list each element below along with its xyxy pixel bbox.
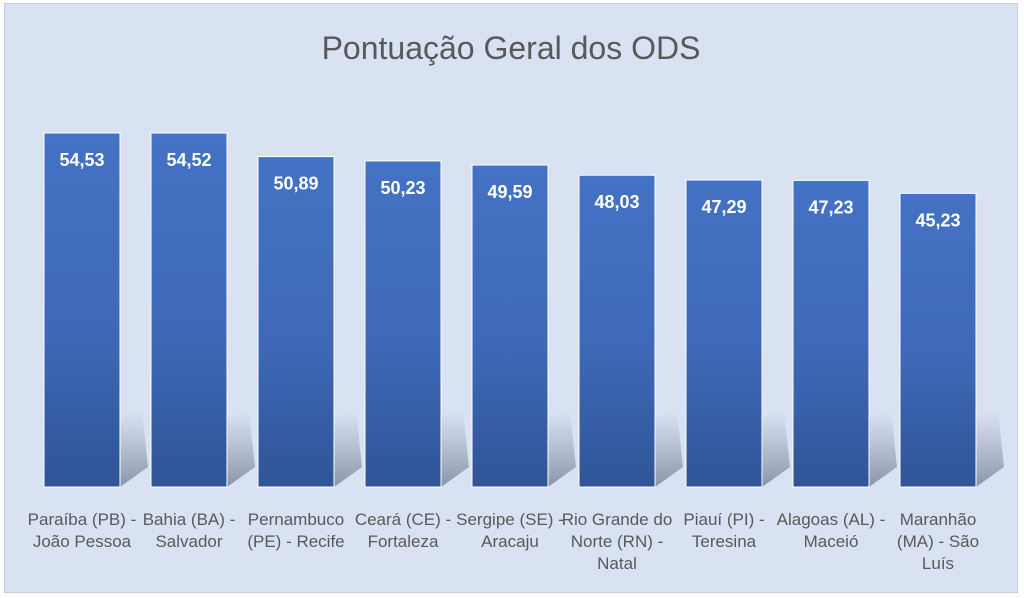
x-tick-label: Bahia (BA) - Salvador bbox=[142, 510, 236, 551]
bar-shadow bbox=[548, 411, 576, 487]
bar bbox=[257, 156, 335, 488]
bar-shadow bbox=[869, 411, 897, 487]
data-label: 50,89 bbox=[273, 174, 318, 194]
bar bbox=[43, 132, 121, 488]
bar bbox=[150, 132, 228, 488]
bar bbox=[471, 164, 549, 488]
plot-area: 54,53 54,52 50,89 50,23 49,59 48,03 47,29 47,23… bbox=[43, 132, 1004, 488]
data-label: 45,23 bbox=[915, 210, 960, 230]
bar-shadow bbox=[655, 411, 683, 487]
bar-shadow bbox=[227, 411, 255, 487]
bar bbox=[899, 192, 977, 488]
x-tick-label: Paraíba (PB) - João Pessoa bbox=[27, 510, 137, 551]
bar-shadow bbox=[120, 411, 148, 487]
x-tick-label: Rio Grande do Norte (RN) - Natal bbox=[561, 510, 673, 573]
x-tick-label: Maranhão (MA) - São Luís bbox=[896, 510, 980, 573]
data-label: 49,59 bbox=[487, 182, 532, 202]
chart-area: Pontuação Geral dos ODS 54,53 54,52 50,89 5… bbox=[4, 3, 1018, 593]
bar bbox=[578, 174, 656, 488]
bar-shadow bbox=[762, 411, 790, 487]
bar-shadow bbox=[976, 411, 1004, 487]
bar-shadow bbox=[441, 411, 469, 487]
data-label: 48,03 bbox=[594, 192, 639, 212]
data-label: 47,23 bbox=[808, 197, 853, 217]
data-label: 54,53 bbox=[59, 150, 104, 170]
data-label: 54,52 bbox=[166, 150, 211, 170]
x-tick-label: Alagoas (AL) - Maceió bbox=[776, 510, 886, 551]
x-tick-label: Sergipe (SE) - Aracaju bbox=[456, 510, 564, 551]
x-tick-label: Piauí (PI) - Teresina bbox=[683, 510, 765, 551]
data-label: 50,23 bbox=[380, 178, 425, 198]
x-tick-label: Ceará (CE) - Fortaleza bbox=[354, 510, 452, 551]
bar bbox=[364, 160, 442, 488]
bar bbox=[792, 179, 870, 488]
data-label: 47,29 bbox=[701, 197, 746, 217]
bar-shadow bbox=[334, 411, 362, 487]
chart-title: Pontuação Geral dos ODS bbox=[321, 30, 701, 66]
x-tick-label: Pernambuco (PE) - Recife bbox=[247, 510, 345, 551]
bar bbox=[685, 179, 763, 488]
